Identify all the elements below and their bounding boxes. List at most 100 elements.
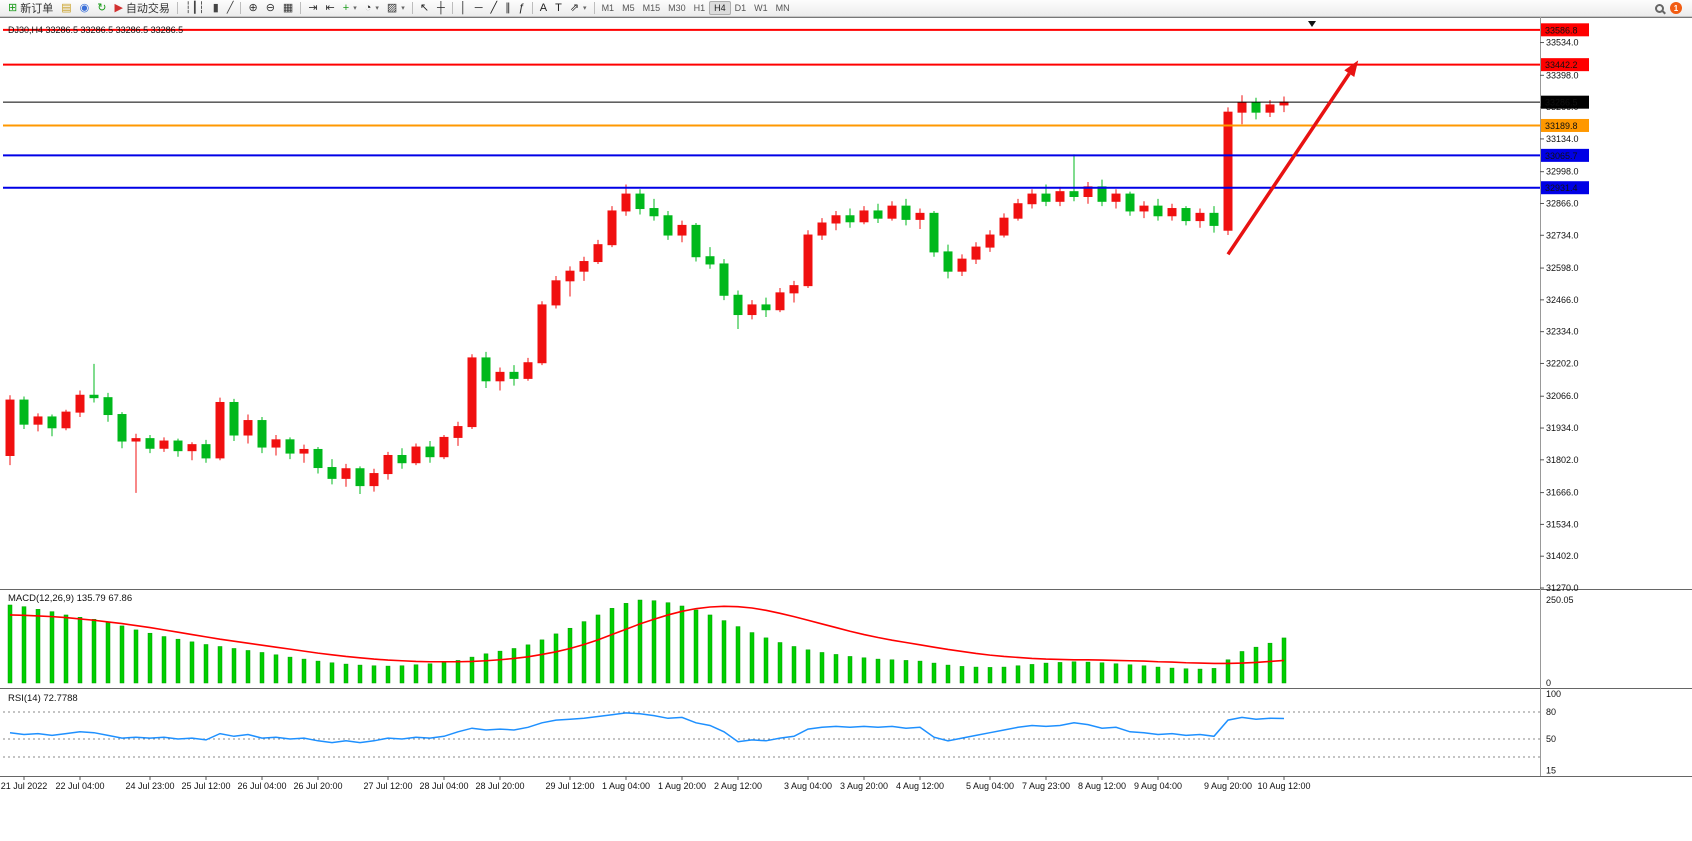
- time-tick-label: 25 Jul 12:00: [181, 781, 230, 791]
- time-tick-label: 21 Jul 2022: [1, 781, 48, 791]
- price-tick-label: 32066.0: [1546, 391, 1579, 401]
- toolbar-separator: [240, 2, 242, 14]
- text-label-button[interactable]: T: [551, 1, 566, 16]
- navigator-button[interactable]: ◉: [76, 1, 94, 16]
- vertical-line-button[interactable]: │: [456, 1, 471, 16]
- price-tick-label: 31270.0: [1546, 583, 1579, 593]
- line-chart-icon: ╱: [226, 1, 234, 14]
- template-icon: ▨: [386, 1, 398, 14]
- auto-trading-icon: ▶: [114, 1, 123, 14]
- price-tick-label: 31666.0: [1546, 488, 1579, 498]
- time-tick-label: 28 Jul 04:00: [419, 781, 468, 791]
- line-chart-button[interactable]: ╱: [223, 1, 238, 16]
- fibonacci-button[interactable]: ƒ: [515, 1, 529, 16]
- timeframe-h1-button[interactable]: H1: [693, 3, 706, 13]
- cursor-button[interactable]: ↖: [416, 1, 433, 16]
- timeframe-m5-button[interactable]: M5: [622, 3, 635, 13]
- cursor-arrow-icon: ↖: [419, 1, 430, 14]
- level-line-orange-price-label: 33189.8: [1545, 121, 1578, 131]
- price-tick-label: 32202.0: [1546, 358, 1579, 368]
- candlestick-icon: ▮: [212, 1, 219, 14]
- trendline-icon: ╱: [490, 1, 498, 14]
- crosshair-button[interactable]: ┼: [433, 1, 449, 16]
- timeframe-m15-button[interactable]: M15: [642, 3, 661, 13]
- fibonacci-icon: ƒ: [518, 1, 525, 14]
- price-tick-label: 32598.0: [1546, 263, 1579, 273]
- chart-shift-button[interactable]: ⇤: [322, 1, 339, 16]
- template-button[interactable]: ▨ ▾: [383, 1, 409, 16]
- timeframe-mn-button[interactable]: MN: [775, 3, 790, 13]
- timeframe-m1-button[interactable]: M1: [601, 3, 615, 13]
- navigator-icon: ◉: [79, 1, 90, 14]
- price-tick-label: 32334.0: [1546, 327, 1579, 337]
- candlestick-button[interactable]: ▮: [209, 1, 223, 16]
- auto-scroll-button[interactable]: ⇥: [304, 1, 321, 16]
- text-button[interactable]: A: [536, 1, 551, 16]
- period-button[interactable]: ◔ ▾: [361, 1, 383, 16]
- time-tick-label: 10 Aug 12:00: [1257, 781, 1310, 791]
- toolbar-right: 1: [1655, 2, 1688, 14]
- support-line-blue-lower-price-box: [1541, 181, 1589, 195]
- rsi-axis-label: 80: [1546, 707, 1556, 717]
- market-watch-icon: ▤: [61, 1, 72, 14]
- timeframe-h4-button[interactable]: H4: [709, 1, 731, 15]
- price-tick-label: 33398.0: [1546, 70, 1579, 80]
- time-tick-label: 28 Jul 20:00: [475, 781, 524, 791]
- channel-icon: ∥: [505, 1, 511, 14]
- candlesticks: [5, 95, 1289, 495]
- auto-scroll-icon: ⇥: [308, 1, 318, 14]
- new-order-button[interactable]: ⊞ 新订单: [4, 1, 57, 16]
- clock-icon: ◔: [364, 1, 372, 14]
- new-order-icon: ⊞: [8, 1, 18, 14]
- toolbar-separator: [411, 2, 413, 14]
- search-icon[interactable]: [1655, 3, 1664, 13]
- time-tick-label: 26 Jul 04:00: [237, 781, 286, 791]
- ohlc-bars-button[interactable]: ┆┃┆: [181, 1, 209, 16]
- notification-badge[interactable]: 1: [1670, 2, 1682, 14]
- arrows-button[interactable]: ⇗ ▾: [566, 1, 591, 16]
- auto-trading-button[interactable]: ▶ 自动交易: [110, 1, 173, 16]
- time-tick-label: 2 Aug 12:00: [714, 781, 762, 791]
- price-tick-label: 32998.0: [1546, 167, 1579, 177]
- zoom-in-icon: ⊕: [248, 1, 258, 14]
- price-tick-label: 31402.0: [1546, 551, 1579, 561]
- macd-panel: MACD(12,26,9) 135.79 67.86 250.05 0: [7, 593, 1574, 688]
- resistance-line-target-price-box: [1541, 58, 1589, 72]
- support-line-blue-upper-price-box: [1541, 148, 1589, 162]
- time-tick-label: 29 Jul 12:00: [545, 781, 594, 791]
- arrow-shapes-icon: ⇗: [569, 1, 580, 14]
- toolbar-separator: [176, 2, 178, 14]
- refresh-button[interactable]: ↻: [93, 1, 110, 16]
- zoom-in-button[interactable]: ⊕: [244, 1, 261, 16]
- horizontal-line-button[interactable]: ─: [471, 1, 487, 16]
- horizontal-line-icon: ─: [474, 1, 483, 14]
- timeframe-w1-button[interactable]: W1: [754, 3, 768, 13]
- price-tick-label: 31534.0: [1546, 519, 1579, 529]
- price-tick-label: 32466.0: [1546, 295, 1579, 305]
- level-line-orange-price-box: [1541, 118, 1589, 132]
- toolbar: ⊞ 新订单 ▤ ◉ ↻ ▶ 自动交易 ┆┃┆ ▮ ╱ ⊕ ⊖ ▦ ⇥ ⇤ + ▾ ◔ ▾ ▨ ▾ ↖ ┼ │ ─ ╱ ∥ ƒ A T ⇗ ▾ M…: [0, 0, 1692, 17]
- add-indicator-button[interactable]: + ▾: [339, 1, 361, 16]
- trend-arrow[interactable]: [1226, 60, 1359, 256]
- timeframe-m30-button[interactable]: M30: [668, 3, 686, 13]
- zoom-out-button[interactable]: ⊖: [262, 1, 279, 16]
- rsi-axis-label: 100: [1546, 689, 1561, 699]
- rsi-panel: RSI(14) 72.7788 100 80 50 15: [3, 689, 1561, 776]
- time-tick-label: 1 Aug 04:00: [602, 781, 650, 791]
- channel-button[interactable]: ∥: [501, 1, 515, 16]
- time-tick-label: 22 Jul 04:00: [55, 781, 104, 791]
- time-tick-label: 3 Aug 04:00: [784, 781, 832, 791]
- trendline-button[interactable]: ╱: [487, 1, 502, 16]
- timeframe-d1-button[interactable]: D1: [734, 3, 747, 13]
- macd-title: MACD(12,26,9) 135.79 67.86: [8, 593, 132, 604]
- time-tick-label: 8 Aug 12:00: [1078, 781, 1126, 791]
- price-tick-label: 32866.0: [1546, 198, 1579, 208]
- market-watch-button[interactable]: ▤: [57, 1, 75, 16]
- rsi-title: RSI(14) 72.7788: [8, 693, 78, 704]
- chart-shift-marker[interactable]: [1308, 21, 1316, 27]
- price-tick-label: 32734.0: [1546, 230, 1579, 240]
- tile-windows-button[interactable]: ▦: [279, 1, 297, 16]
- resistance-line-upper-price-box: [1541, 23, 1589, 37]
